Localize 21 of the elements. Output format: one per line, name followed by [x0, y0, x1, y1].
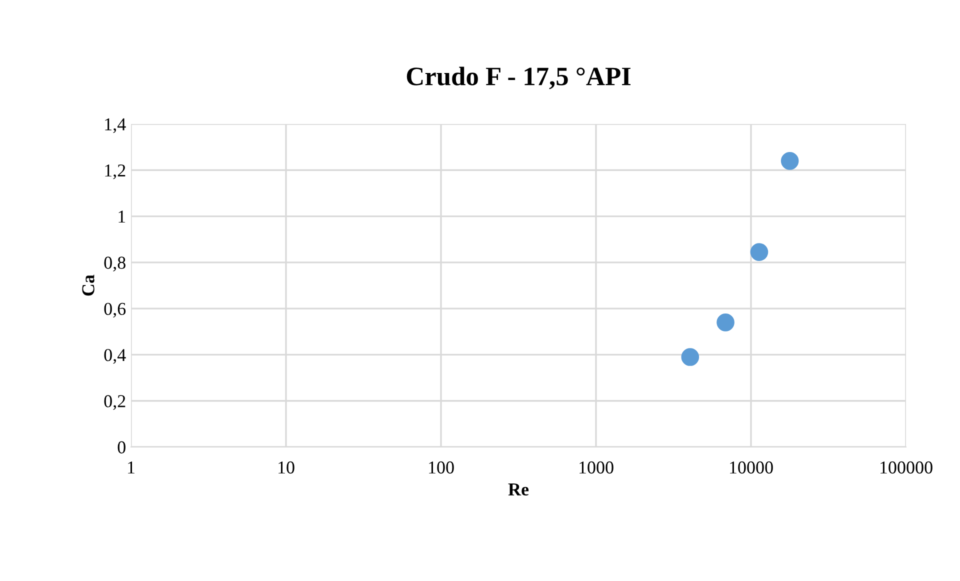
point	[750, 243, 768, 261]
y-tick-label: 0,6	[104, 302, 126, 318]
y-tick-label: 1	[118, 210, 126, 223]
point	[716, 314, 734, 332]
point	[681, 348, 700, 366]
y-axis-title: Ca	[82, 274, 94, 296]
y-tick-label: 1,2	[105, 164, 126, 180]
x-tick-label: 10000	[730, 461, 773, 474]
y-tick-label: 0,4	[104, 348, 126, 364]
x-tick-label: 1	[128, 462, 134, 474]
y-tick-label: 0,8	[104, 256, 126, 272]
x-axis-title: Re	[508, 484, 529, 496]
point	[780, 152, 799, 170]
chart-title: Crudo F - 17,5 °API	[406, 66, 631, 90]
y-tick-label: 0,2	[104, 395, 126, 410]
y-tick-label: 1,4	[105, 118, 126, 134]
x-tick-label: 1000	[580, 461, 614, 474]
x-tick-label: 100000	[880, 461, 932, 474]
y-tick-label: 0	[118, 441, 126, 454]
x-tick-label: 100	[429, 461, 454, 474]
x-tick-label: 10	[278, 461, 294, 474]
